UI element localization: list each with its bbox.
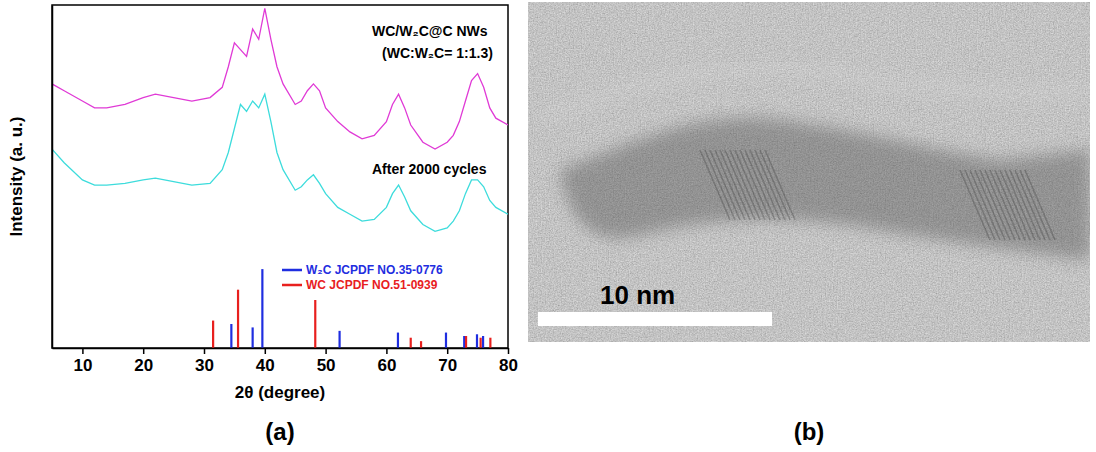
reference-stick [338,331,340,348]
x-tick: 60 [377,348,396,375]
fringe [760,150,790,220]
legend: W₂C JCPDF NO.35-0776WC JCPDF NO.51-0939 [282,263,443,292]
legend-label: W₂C JCPDF NO.35-0776 [306,263,443,277]
fringe [1025,170,1055,240]
x-tick-label: 70 [438,356,457,375]
reference-stick [237,290,239,348]
lattice-fringes [700,150,1055,240]
reference-stick [420,341,422,348]
x-tick: 10 [73,348,92,375]
x-tick: 30 [195,348,214,375]
reference-stick [463,336,465,348]
figure: 10 20 30 40 50 60 70 80 2θ (degree) Intensity (a.… [0,0,1096,452]
x-tick: 80 [499,348,518,375]
x-tick-mark [82,348,84,354]
x-tick-label: 40 [256,356,275,375]
reference-stick [261,269,263,348]
tem-background [528,2,1090,342]
panel-caption: (a) [265,418,294,445]
reference-stick [465,336,467,348]
panel-caption: (b) [794,418,825,445]
x-tick-mark [325,348,327,354]
data-line [52,8,508,149]
reference-stick [252,327,254,348]
scale-bar [538,312,772,326]
x-tick-mark [204,348,206,354]
y-axis [52,6,53,349]
x-tick-label: 60 [377,356,396,375]
legend-swatch [282,269,302,272]
fringe [1020,170,1050,240]
x-tick-mark [265,348,267,354]
reference-stick [489,338,491,348]
x-tick-mark [386,348,388,354]
fringe [765,150,795,220]
scale-bar-label: 10 nm [600,280,675,310]
x-tick: 50 [317,348,336,375]
reference-stick [445,333,447,348]
annotation: (WC:W₂C= 1:1.3) [382,45,493,61]
tem-image [528,2,1090,342]
reference-stick [480,338,482,348]
y-axis-title: Intensity (a. u.) [7,117,26,237]
x-axis: 10 20 30 40 50 60 70 80 [53,348,518,375]
x-tick-label: 50 [317,356,336,375]
legend-swatch [282,284,302,287]
x-tick: 70 [438,348,457,375]
x-tick-label: 30 [195,356,214,375]
y-axis-line [52,6,54,349]
curve-label: After 2000 cycles [372,161,487,177]
reference-stick [314,300,316,348]
x-tick-mark [447,348,449,354]
legend-label: WC JCPDF NO.51-0939 [306,278,438,292]
tem-texture [528,2,1090,342]
reference-stick [230,324,232,348]
x-axis-title: 2θ (degree) [235,383,325,402]
reference-stick [410,338,412,348]
x-axis-line [53,348,509,350]
x-tick-mark [143,348,145,354]
reference-stick [397,333,399,348]
reference-stick [212,321,214,348]
data-line [52,94,508,231]
x-tick-label: 20 [134,356,153,375]
x-tick: 40 [256,348,275,375]
x-tick: 20 [134,348,153,375]
x-tick-mark [508,348,510,354]
nanowire [560,118,1090,260]
reference-stick [476,334,478,348]
reference-stick [482,336,484,348]
x-tick-label: 80 [499,356,518,375]
x-tick-label: 10 [73,356,92,375]
plot-data [52,8,508,348]
nanowire-edge [540,68,1090,120]
curve-label: WC/W₂C@C NWs [372,23,488,39]
plot-frame [52,5,508,348]
